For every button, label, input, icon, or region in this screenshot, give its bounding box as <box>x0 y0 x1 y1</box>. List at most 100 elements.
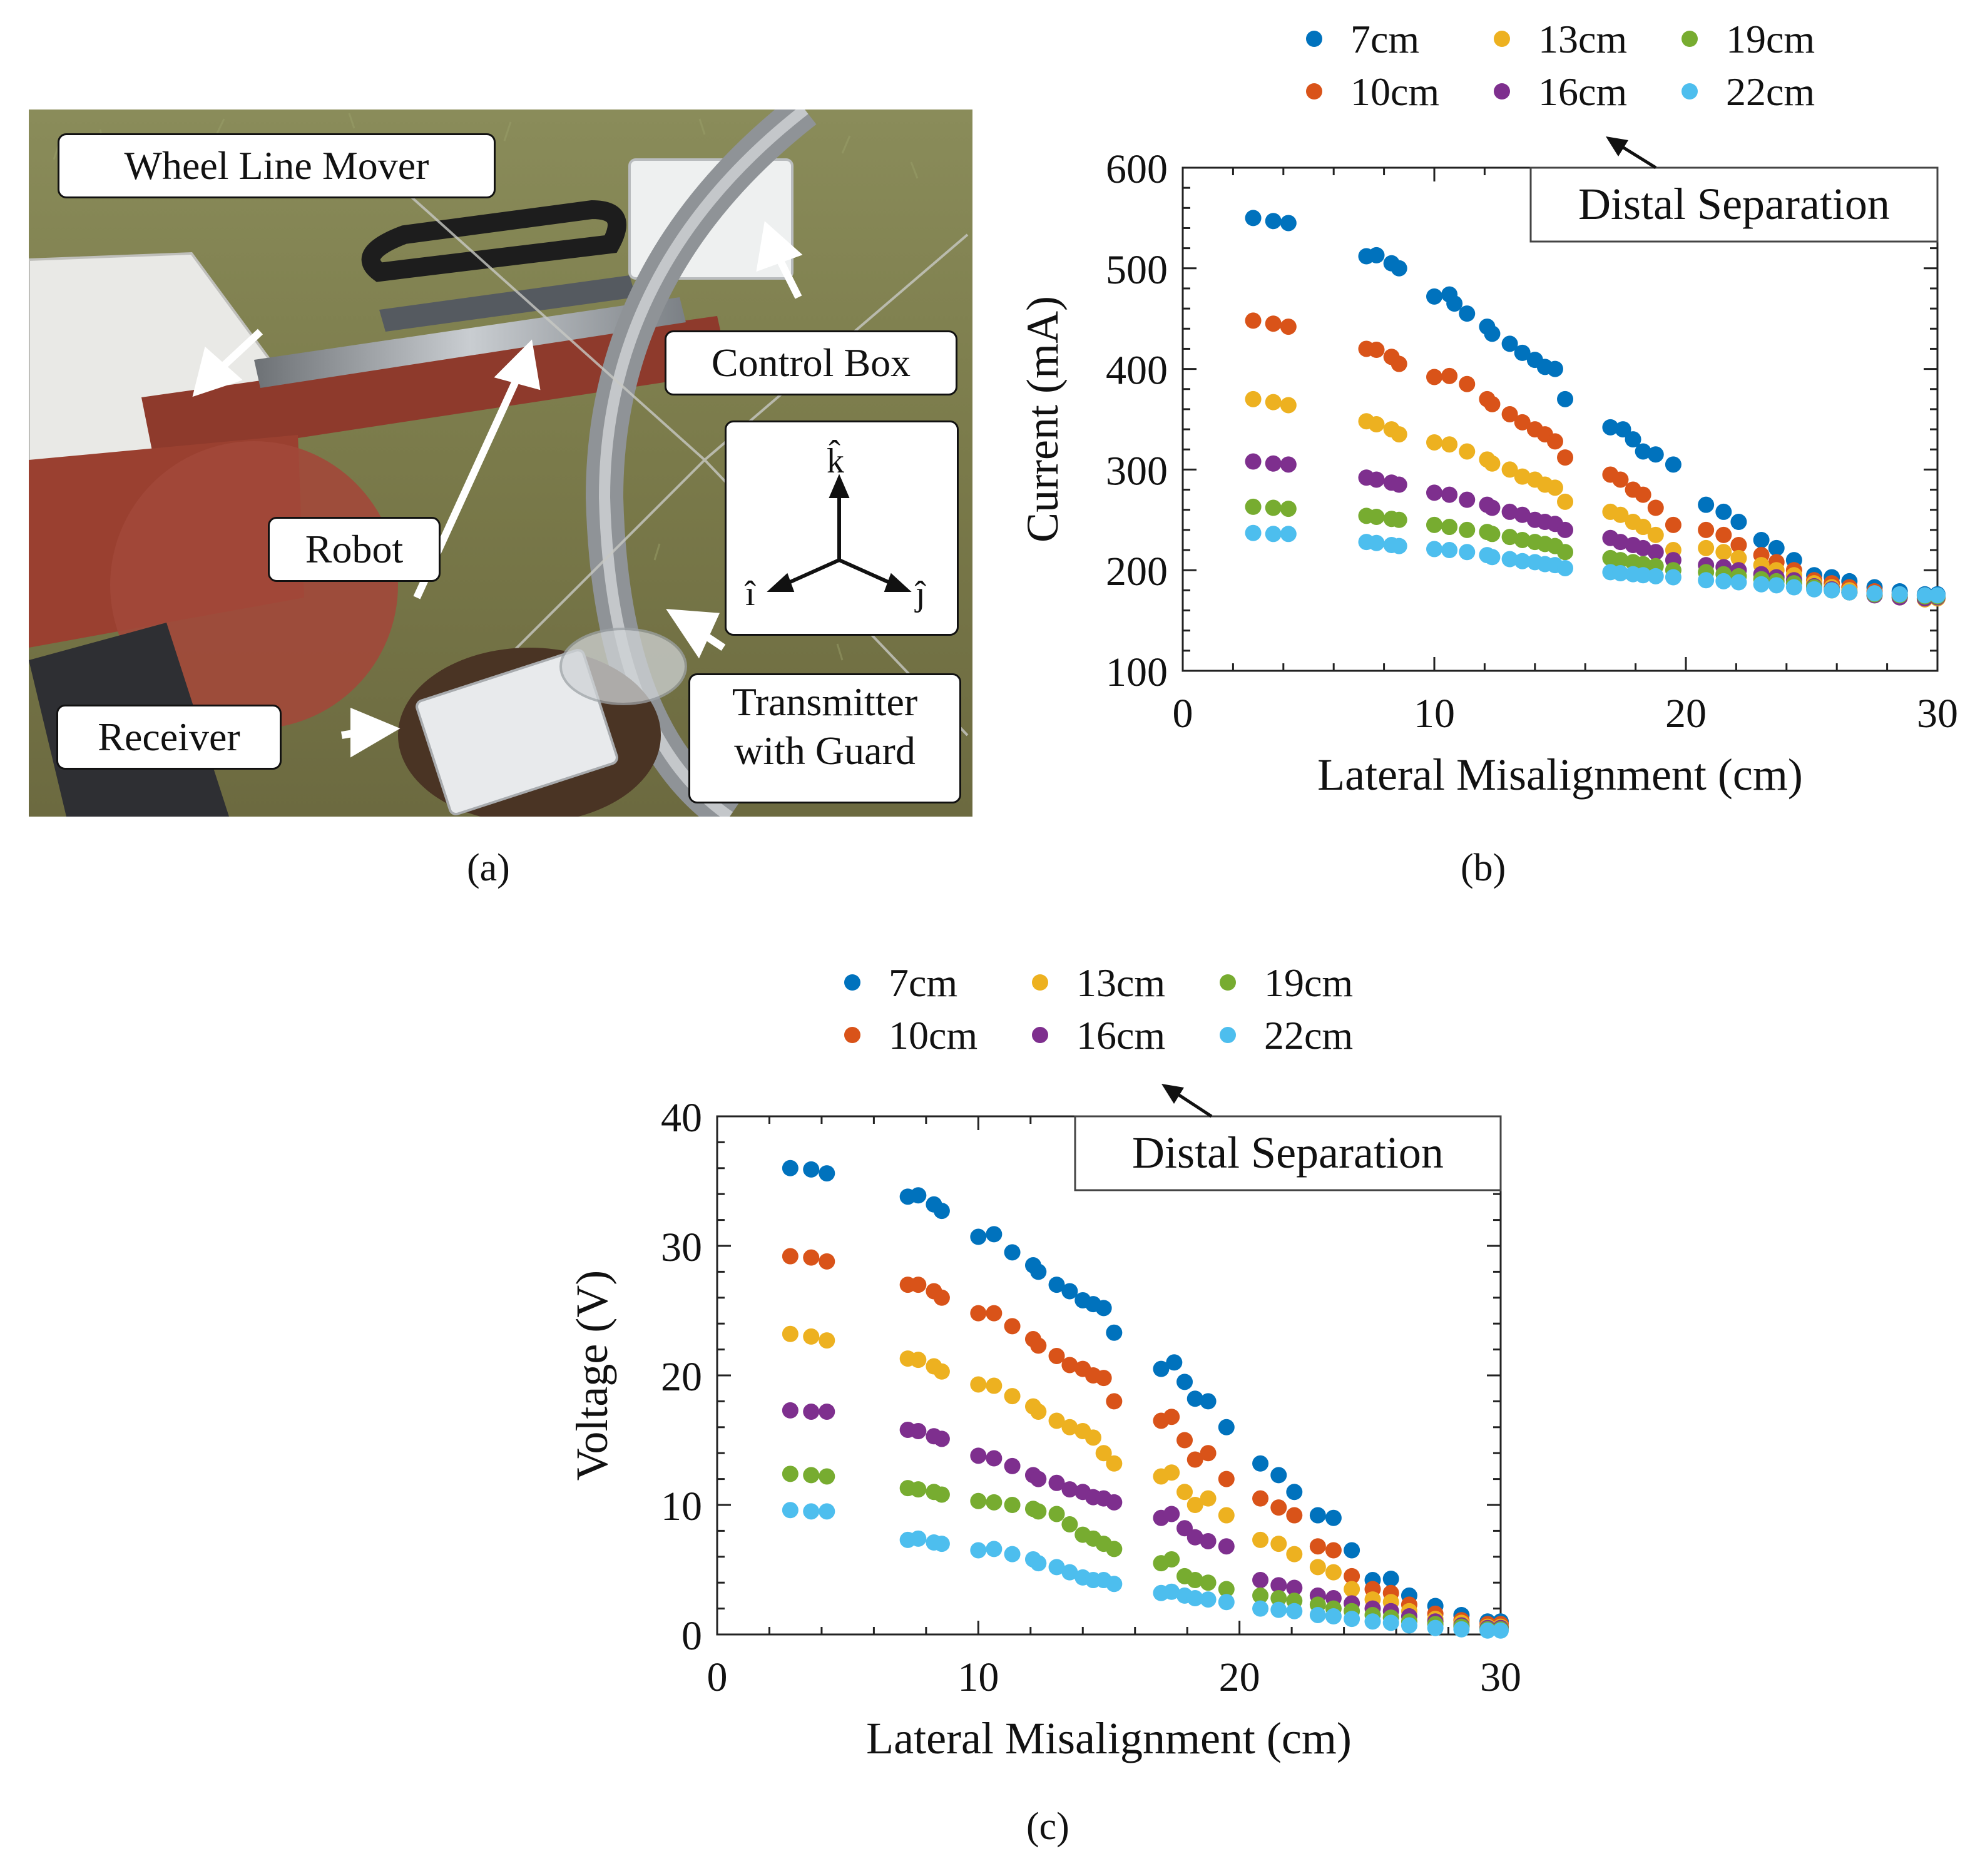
y-tick-label: 0 <box>681 1613 702 1659</box>
data-point-22cm <box>803 1503 820 1520</box>
data-point-7cm <box>1391 260 1407 277</box>
data-point-16cm <box>1368 471 1385 488</box>
data-point-10cm <box>1200 1445 1217 1462</box>
data-point-22cm <box>1698 572 1715 589</box>
x-axis-label: Lateral Misalignment (cm) <box>1317 750 1803 800</box>
series-13cm <box>1245 390 1946 608</box>
legend-label-22cm: 22cm <box>1264 1013 1353 1058</box>
data-point-19cm <box>1106 1541 1123 1557</box>
data-point-19cm <box>1186 1572 1203 1589</box>
legend-marker-19cm <box>1220 974 1236 991</box>
data-point-22cm <box>910 1530 927 1547</box>
data-point-7cm <box>1270 1467 1287 1484</box>
y-tick-label: 100 <box>1106 650 1168 695</box>
data-point-22cm <box>1501 551 1518 568</box>
legend-arrow-head <box>1161 1084 1184 1104</box>
data-point-7cm <box>1625 431 1641 448</box>
data-point-7cm <box>970 1228 987 1245</box>
series-10cm <box>1245 312 1946 605</box>
data-point-22cm <box>1252 1600 1269 1617</box>
data-point-7cm <box>1153 1360 1170 1377</box>
data-point-13cm <box>1459 443 1476 460</box>
caption-c: (c) <box>1026 1805 1069 1848</box>
data-point-19cm <box>782 1466 799 1482</box>
data-point-7cm <box>1166 1354 1183 1371</box>
data-point-7cm <box>1200 1393 1217 1410</box>
data-point-10cm <box>1309 1538 1326 1555</box>
series-19cm <box>782 1466 1509 1638</box>
data-point-10cm <box>1095 1370 1112 1387</box>
data-point-16cm <box>910 1423 927 1440</box>
data-point-16cm <box>1200 1532 1217 1549</box>
data-point-16cm <box>1557 521 1574 538</box>
data-point-22cm <box>1401 1617 1417 1634</box>
data-point-16cm <box>1635 539 1651 556</box>
axis-i-label: î <box>745 574 755 613</box>
data-point-10cm <box>1048 1347 1065 1364</box>
data-point-7cm <box>1344 1542 1360 1559</box>
data-point-22cm <box>1866 585 1883 602</box>
data-point-13cm <box>1030 1403 1047 1420</box>
data-point-13cm <box>1218 1507 1235 1524</box>
data-point-22cm <box>1218 1594 1235 1611</box>
y-axis-label: Voltage (V) <box>567 1270 617 1481</box>
data-point-10cm <box>1730 537 1747 553</box>
data-point-7cm <box>1186 1390 1203 1407</box>
data-point-7cm <box>933 1203 950 1220</box>
y-tick-label: 200 <box>1106 549 1168 594</box>
data-point-16cm <box>1612 534 1629 551</box>
axis-k-label: k̂ <box>827 442 844 481</box>
data-point-22cm <box>1891 586 1908 603</box>
y-tick-label: 10 <box>661 1484 702 1529</box>
data-point-7cm <box>1501 335 1518 352</box>
data-point-13cm <box>1514 468 1531 485</box>
data-point-19cm <box>1391 511 1407 528</box>
y-axis-label: Current (mA) <box>1018 296 1068 543</box>
data-point-19cm <box>986 1494 1003 1511</box>
data-point-16cm <box>1106 1494 1123 1511</box>
legend-label-13cm: 13cm <box>1538 17 1627 61</box>
data-point-22cm <box>1427 1619 1444 1636</box>
data-point-16cm <box>1501 503 1518 520</box>
data-point-10cm <box>1163 1409 1180 1425</box>
data-point-16cm <box>819 1403 835 1420</box>
data-point-19cm <box>1004 1497 1021 1513</box>
data-point-16cm <box>1265 455 1282 472</box>
data-point-13cm <box>1426 434 1442 451</box>
data-point-10cm <box>1441 367 1458 384</box>
data-point-10cm <box>1698 521 1715 538</box>
x-tick-label: 10 <box>957 1654 999 1700</box>
data-point-22cm <box>1753 576 1770 593</box>
data-point-22cm <box>1163 1583 1180 1600</box>
data-point-7cm <box>1602 419 1619 436</box>
data-point-19cm <box>1484 526 1501 543</box>
data-point-7cm <box>1426 288 1442 305</box>
series-22cm <box>1245 524 1946 604</box>
data-point-10cm <box>1270 1499 1287 1516</box>
data-point-16cm <box>1280 456 1297 473</box>
data-point-13cm <box>1286 1546 1303 1562</box>
data-point-22cm <box>1106 1576 1123 1593</box>
series-19cm <box>1245 498 1946 605</box>
y-tick-label: 30 <box>661 1225 702 1270</box>
data-point-7cm <box>1176 1374 1193 1390</box>
data-point-10cm <box>1030 1337 1047 1354</box>
data-point-13cm <box>1391 426 1407 443</box>
data-point-10cm <box>933 1289 950 1306</box>
legend-marker-13cm <box>1032 974 1048 991</box>
data-point-7cm <box>1615 421 1631 438</box>
data-point-16cm <box>803 1403 820 1420</box>
legend-label-10cm: 10cm <box>889 1013 977 1058</box>
data-point-7cm <box>1459 305 1476 322</box>
data-point-16cm <box>1647 544 1664 561</box>
data-point-16cm <box>1459 491 1476 508</box>
x-tick-label: 30 <box>1480 1654 1521 1700</box>
data-point-13cm <box>1557 493 1574 510</box>
data-point-22cm <box>1665 569 1681 586</box>
data-point-22cm <box>1841 584 1858 601</box>
series-10cm <box>782 1248 1509 1633</box>
legend-marker-13cm <box>1494 31 1510 47</box>
x-tick-label: 20 <box>1219 1654 1260 1700</box>
data-point-10cm <box>1546 433 1563 450</box>
data-point-7cm <box>1635 443 1651 460</box>
